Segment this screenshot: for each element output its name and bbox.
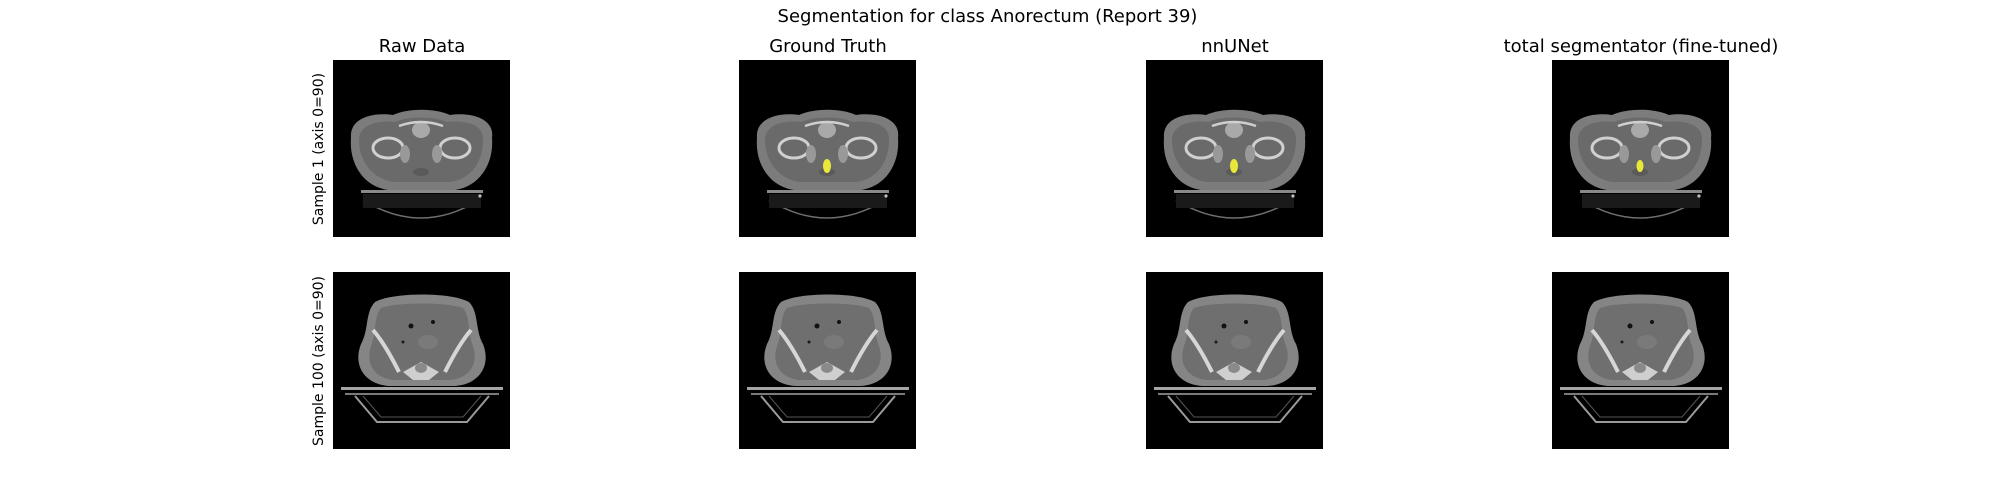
ct-slice-image	[1146, 60, 1323, 237]
image-panel-sample1-nnunet	[1146, 60, 1323, 237]
ct-slice-image	[333, 272, 510, 449]
image-panel-sample1-total-segmentator	[1552, 60, 1729, 237]
column-title-ground-truth: Ground Truth	[769, 36, 887, 57]
image-panel-sample1-ground-truth	[739, 60, 916, 237]
column-title-raw-data: Raw Data	[378, 36, 466, 57]
segmentation-mask	[823, 159, 831, 173]
ct-slice-image	[1552, 60, 1729, 237]
image-panel-sample1-raw	[333, 60, 510, 237]
ct-slice-image	[1552, 272, 1729, 449]
image-panel-sample100-raw	[333, 272, 510, 449]
image-panel-sample100-total-segmentator	[1552, 272, 1729, 449]
row-label-sample-1: Sample 1 (axis 0=90)	[311, 72, 327, 226]
segmentation-mask	[1230, 159, 1238, 173]
row-label-sample-100: Sample 100 (axis 0=90)	[311, 276, 327, 446]
column-title-total-segmentator: total segmentator (fine-tuned)	[1503, 36, 1779, 57]
ct-slice-image	[739, 272, 916, 449]
figure-title: Segmentation for class Anorectum (Report…	[777, 6, 1198, 27]
ct-slice-image	[1146, 272, 1323, 449]
image-panel-sample100-nnunet	[1146, 272, 1323, 449]
column-title-nnunet: nnUNet	[1201, 36, 1269, 57]
segmentation-mask	[1636, 160, 1644, 172]
image-panel-sample100-ground-truth	[739, 272, 916, 449]
ct-slice-image	[333, 60, 510, 237]
ct-slice-image	[739, 60, 916, 237]
